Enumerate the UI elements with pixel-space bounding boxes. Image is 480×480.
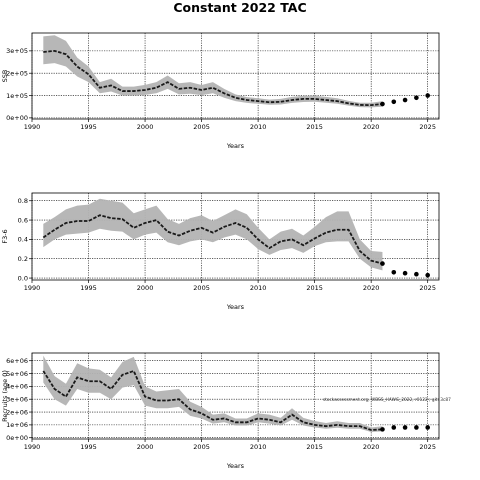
plot-frame (31, 192, 440, 281)
chart-panel-1: 1990 1995 2000 2005 2010 2015 2020 2025 0e+00 1e+… (1, 32, 440, 150)
forecast-point (391, 269, 397, 275)
confidence-band (43, 35, 383, 108)
y-tick-label: 0.4 (18, 236, 28, 244)
x-tick-label: 2000 (137, 284, 154, 292)
plot-frame (31, 32, 440, 120)
confidence-band (43, 198, 383, 271)
plot-frame (31, 352, 440, 440)
x-tick-label: 2020 (363, 284, 380, 292)
forecast-point (425, 93, 430, 98)
y-axis-label: F3-6 (1, 229, 9, 243)
x-tick-label: 1990 (24, 443, 41, 451)
chart-panel-3: 1990 1995 2000 2005 2010 2015 2020 2025 0e+00 1e+… (1, 352, 440, 470)
x-tick-label: 2015 (306, 284, 323, 292)
x-tick-label: 2025 (419, 123, 436, 131)
x-tick-label: 2010 (250, 443, 267, 451)
forecast-point (391, 425, 397, 430)
forecast-point (402, 270, 408, 276)
forecast-point (425, 425, 430, 430)
x-tick-label: 2000 (137, 123, 154, 131)
forecast-point (391, 99, 397, 105)
x-tick-label: 2010 (250, 123, 267, 131)
chart-panel-2: 1990 1995 2000 2005 2010 2015 2020 2025 0.0 0.2 0.… (1, 192, 440, 311)
y-axis-label: SSB (1, 70, 9, 83)
forecast-point (402, 97, 408, 103)
confidence-band (43, 355, 383, 432)
estimate-line (42, 369, 383, 431)
figure-title: Constant 2022 TAC (173, 0, 306, 15)
x-tick-label: 2015 (306, 123, 323, 131)
y-tick-label: 2e+05 (6, 70, 28, 78)
x-tick-label: 2020 (363, 443, 380, 451)
forecast-point (380, 427, 385, 432)
y-tick-label: 6e+06 (6, 357, 28, 365)
footnote-annotation: stockassessment.org, WBSS_HAWG_2022, r01… (323, 397, 451, 403)
x-tick-label: 2005 (193, 443, 210, 451)
panels: 1990 1995 2000 2005 2010 2015 2020 2025 0e+00 1e+… (1, 32, 440, 470)
y-tick-label: 0e+00 (6, 114, 28, 122)
x-axis-label: Years (226, 142, 245, 150)
y-tick-label: 0.0 (18, 274, 28, 282)
x-tick-label: 2005 (193, 123, 210, 131)
forecast-point (380, 261, 385, 266)
y-tick-label: 3e+06 (6, 396, 28, 404)
x-tick-label: 2020 (363, 123, 380, 131)
x-tick-label: 1990 (24, 284, 41, 292)
x-tick-label: 1995 (80, 284, 97, 292)
y-tick-label: 2e+06 (6, 408, 28, 416)
forecast-point (414, 271, 419, 277)
estimate-line (43, 49, 383, 107)
y-tick-label: 0e+00 (6, 434, 28, 442)
x-tick-label: 2000 (137, 443, 154, 451)
x-tick-label: 2015 (306, 443, 323, 451)
forecast-point (380, 101, 385, 107)
forecast-point (425, 272, 430, 278)
estimate-line (42, 214, 383, 265)
x-tick-label: 2005 (193, 284, 210, 292)
x-tick-label: 1990 (24, 123, 41, 131)
x-axis-label: Years (226, 462, 245, 470)
y-tick-label: 3e+05 (6, 47, 28, 55)
forecast-point (414, 95, 419, 101)
x-axis-label: Years (226, 303, 245, 311)
y-tick-label: 1e+06 (6, 421, 28, 429)
y-tick-label: 4e+06 (6, 383, 28, 391)
x-tick-label: 2025 (419, 443, 436, 451)
x-tick-label: 2010 (250, 284, 267, 292)
y-tick-label: 0.8 (18, 197, 28, 205)
y-tick-label: 0.2 (18, 255, 28, 263)
x-tick-label: 1995 (80, 443, 97, 451)
y-tick-label: 0.6 (18, 216, 28, 224)
forecast-point (402, 425, 408, 430)
y-axis-label: Recruits (age 0) (1, 370, 9, 422)
x-tick-label: 2025 (419, 284, 436, 292)
x-tick-label: 1995 (80, 123, 97, 131)
forecast-point (414, 425, 419, 430)
y-tick-label: 1e+05 (6, 92, 28, 100)
y-tick-label: 5e+06 (6, 370, 28, 378)
